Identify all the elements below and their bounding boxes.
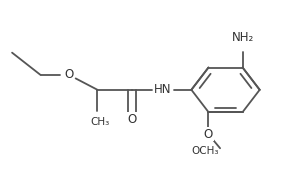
Text: NH₂: NH₂ (231, 31, 254, 44)
Text: CH₃: CH₃ (91, 117, 110, 127)
Text: O: O (127, 113, 136, 126)
Text: OCH₃: OCH₃ (192, 146, 219, 156)
Text: HN: HN (154, 83, 172, 96)
Text: O: O (204, 128, 213, 141)
Text: O: O (64, 68, 74, 82)
